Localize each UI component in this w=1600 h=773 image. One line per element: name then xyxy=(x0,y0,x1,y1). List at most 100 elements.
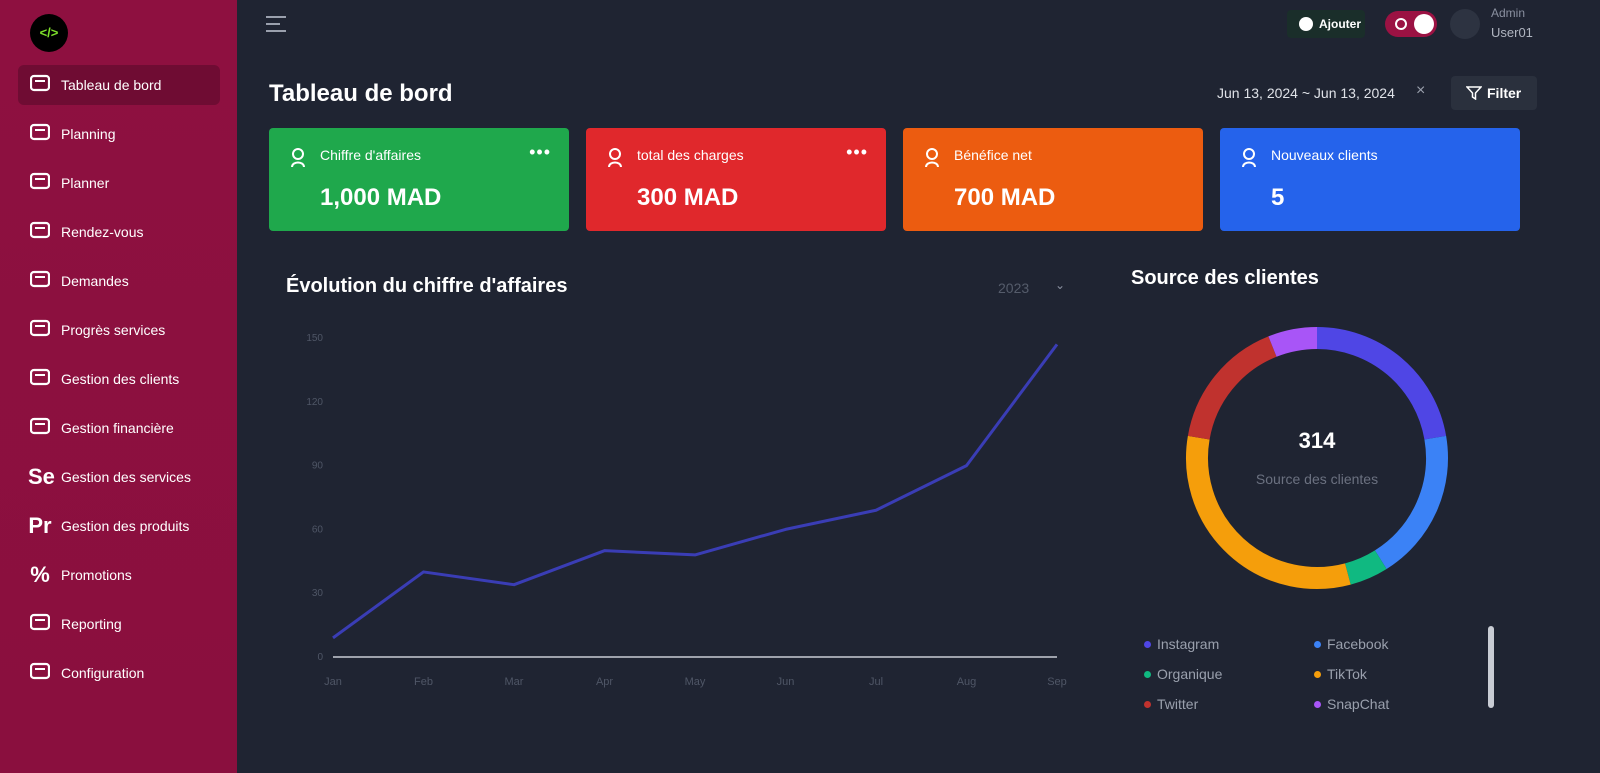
legend-swatch xyxy=(1314,641,1321,648)
donut-total: 314 xyxy=(1299,428,1336,453)
nav-icon: % xyxy=(30,562,50,587)
card-label: Nouveaux clients xyxy=(1271,147,1378,163)
x-tick-label: Feb xyxy=(414,676,433,688)
nav-icon xyxy=(28,611,52,637)
legend-label: Organique xyxy=(1157,666,1223,682)
nav-item[interactable]: Planner xyxy=(18,163,220,203)
x-tick-label: Sep xyxy=(1047,676,1067,688)
y-tick-label: 0 xyxy=(317,652,323,663)
card-icon xyxy=(1240,146,1260,173)
donut-segment xyxy=(1187,336,1277,440)
nav-icon xyxy=(28,317,52,343)
donut-center-label: Source des clientes xyxy=(1256,471,1378,487)
nav-item[interactable]: Pr Gestion des produits xyxy=(18,506,220,546)
scrollbar[interactable] xyxy=(1488,626,1494,708)
legend-item[interactable]: Organique xyxy=(1144,666,1222,682)
card-value: 5 xyxy=(1271,184,1285,211)
legend-item[interactable]: TikTok xyxy=(1314,666,1367,682)
nav-item[interactable]: Gestion financière xyxy=(18,408,220,448)
filter-icon xyxy=(1466,86,1482,100)
legend-item[interactable]: Twitter xyxy=(1144,696,1198,712)
nav-label: Gestion des clients xyxy=(61,371,180,387)
page-title: Tableau de bord xyxy=(269,80,453,107)
date-range[interactable]: Jun 13, 2024 ~ Jun 13, 2024 xyxy=(1217,85,1395,101)
nav-item[interactable]: Se Gestion des services xyxy=(18,457,220,497)
card-label: Chiffre d'affaires xyxy=(320,147,421,163)
card-menu[interactable]: ••• xyxy=(846,142,868,162)
nav-icon xyxy=(28,170,52,196)
nav-label: Gestion financière xyxy=(61,420,174,436)
nav-label: Tableau de bord xyxy=(61,77,162,93)
legend-swatch xyxy=(1314,701,1321,708)
y-tick-label: 120 xyxy=(306,397,323,408)
year-select[interactable]: 2023 xyxy=(998,280,1030,296)
line-chart-title: Évolution du chiffre d'affaires xyxy=(286,275,568,297)
legend-label: SnapChat xyxy=(1327,696,1390,712)
card-value: 1,000 MAD xyxy=(320,184,442,211)
nav-label: Reporting xyxy=(61,616,122,632)
legend-item[interactable]: Instagram xyxy=(1144,636,1219,652)
donut-segment xyxy=(1268,327,1318,357)
nav-label: Gestion des services xyxy=(61,469,191,485)
nav-icon: Se xyxy=(28,464,55,489)
card-icon xyxy=(923,146,943,173)
stat-card: Chiffre d'affaires 1,000 MAD ••• xyxy=(269,128,569,231)
card-icon xyxy=(289,146,309,173)
x-tick-label: Jun xyxy=(777,676,795,688)
nav-label: Progrès services xyxy=(61,322,166,338)
nav-item[interactable]: Progrès services xyxy=(18,310,220,350)
donut-segment xyxy=(1344,550,1387,585)
legend-item[interactable]: SnapChat xyxy=(1314,696,1389,712)
nav-item[interactable]: Tableau de bord xyxy=(18,65,220,105)
card-menu[interactable]: ••• xyxy=(529,142,551,162)
clear-date[interactable]: × xyxy=(1416,82,1426,99)
x-tick-label: May xyxy=(685,676,706,688)
nav-item[interactable]: Demandes xyxy=(18,261,220,301)
donut-legend: Instagram Facebook Organique TikTok Twitter S… xyxy=(1130,628,1510,712)
nav-label: Gestion des produits xyxy=(61,518,190,534)
filter-label: Filter xyxy=(1487,85,1522,101)
nav-item[interactable]: Planning xyxy=(18,114,220,154)
donut-chart: 314 Source des clientes xyxy=(1186,327,1448,589)
nav-item[interactable]: Reporting xyxy=(18,604,220,644)
menu-toggle[interactable] xyxy=(266,16,286,32)
legend-swatch xyxy=(1144,701,1151,708)
nav-label: Planning xyxy=(61,126,116,142)
nav-item[interactable]: Rendez-vous xyxy=(18,212,220,252)
user-name: User01 xyxy=(1491,25,1533,40)
x-tick-label: Aug xyxy=(957,676,977,688)
sidebar: </> Tableau de bord Planning Planner Rendez… xyxy=(0,0,237,773)
card-label: Bénéfice net xyxy=(954,147,1032,163)
filter-button[interactable]: Filter xyxy=(1451,76,1537,110)
y-tick-label: 30 xyxy=(312,588,324,599)
nav-label: Configuration xyxy=(61,665,145,681)
logo[interactable]: </> xyxy=(30,14,68,52)
theme-toggle[interactable] xyxy=(1385,11,1437,37)
legend-swatch xyxy=(1144,671,1151,678)
nav-item[interactable]: % Promotions xyxy=(18,555,220,595)
stat-card: Nouveaux clients 5 xyxy=(1220,128,1520,231)
nav-item[interactable]: Configuration xyxy=(18,653,220,693)
nav-icon xyxy=(28,366,52,392)
line-chart: 0 30 60 90 120 150 Jan Feb Mar Apr May Jun Jul Aug Sep xyxy=(306,333,1067,688)
avatar[interactable] xyxy=(1450,9,1480,39)
legend-swatch xyxy=(1314,671,1321,678)
nav-item[interactable]: Gestion des clients xyxy=(18,359,220,399)
legend-label: Instagram xyxy=(1157,636,1220,652)
year-arrow[interactable]: ⌄ xyxy=(1055,278,1066,292)
y-tick-label: 90 xyxy=(312,461,324,472)
add-label: Ajouter xyxy=(1319,17,1361,31)
donut-title: Source des clientes xyxy=(1131,267,1319,289)
legend-label: Facebook xyxy=(1327,636,1389,652)
nav-label: Rendez-vous xyxy=(61,224,144,240)
line xyxy=(332,343,1059,640)
legend-item[interactable]: Facebook xyxy=(1314,636,1388,652)
x-tick-label: Apr xyxy=(596,676,613,688)
nav-icon xyxy=(28,268,52,294)
card-value: 300 MAD xyxy=(637,184,739,211)
add-button[interactable]: Ajouter xyxy=(1287,10,1365,38)
donut-segment xyxy=(1316,327,1447,440)
nav-icon xyxy=(28,415,52,441)
nav-icon xyxy=(28,219,52,245)
